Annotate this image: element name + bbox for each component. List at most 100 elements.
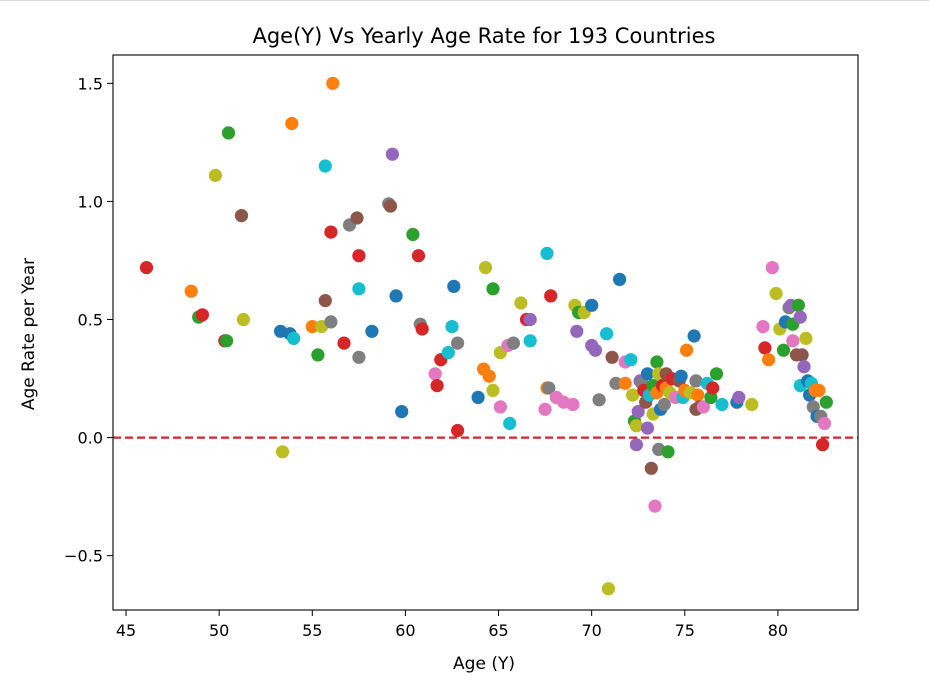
chart-title: Age(Y) Vs Yearly Age Rate for 193 Countr… xyxy=(252,24,715,48)
data-point xyxy=(795,348,809,362)
data-point xyxy=(816,438,830,452)
data-point xyxy=(640,421,655,435)
data-point xyxy=(609,376,623,390)
x-tick-label: 75 xyxy=(675,621,695,640)
data-point xyxy=(629,438,644,452)
data-point xyxy=(791,298,806,312)
data-point xyxy=(395,405,409,419)
data-point xyxy=(797,360,811,374)
data-point xyxy=(566,397,580,412)
data-point xyxy=(624,353,638,367)
x-tick-label: 50 xyxy=(209,621,229,640)
data-point xyxy=(324,225,338,239)
data-point xyxy=(765,261,779,275)
data-point xyxy=(389,289,403,303)
data-point xyxy=(486,383,500,397)
data-point xyxy=(415,322,429,336)
x-tick-label: 55 xyxy=(302,621,322,640)
data-point xyxy=(428,367,442,381)
data-point xyxy=(732,390,746,404)
x-tick-label: 65 xyxy=(488,621,508,640)
data-point xyxy=(311,348,325,362)
data-point xyxy=(618,376,632,390)
data-point xyxy=(585,298,599,312)
y-tick-label: 0.5 xyxy=(78,311,103,330)
data-point xyxy=(631,405,645,419)
y-tick-label: 0.0 xyxy=(78,429,103,448)
data-point xyxy=(799,331,813,345)
x-tick-label: 60 xyxy=(395,621,415,640)
data-point xyxy=(236,312,250,327)
data-point xyxy=(600,327,614,341)
data-point xyxy=(817,416,832,430)
x-axis-label: Age (Y) xyxy=(453,654,515,674)
data-point xyxy=(318,159,332,173)
data-point xyxy=(352,282,366,296)
data-point xyxy=(471,390,485,404)
data-point xyxy=(352,249,366,263)
data-point xyxy=(383,199,398,213)
data-point xyxy=(592,393,606,407)
data-point xyxy=(696,400,711,414)
data-point xyxy=(538,402,552,416)
data-point xyxy=(544,289,558,303)
data-point xyxy=(195,308,209,322)
data-point xyxy=(220,334,234,348)
data-point xyxy=(819,395,833,409)
data-point xyxy=(337,336,351,350)
data-point xyxy=(657,397,671,412)
data-point xyxy=(758,341,772,355)
data-point xyxy=(493,400,507,414)
data-point xyxy=(644,461,658,475)
data-point xyxy=(812,383,826,397)
y-tick-label: 1.5 xyxy=(78,74,103,93)
data-point xyxy=(706,381,720,395)
data-point xyxy=(626,388,640,402)
data-point xyxy=(640,367,655,381)
data-point xyxy=(441,346,455,360)
data-point xyxy=(478,261,493,275)
data-point xyxy=(786,334,800,348)
data-point xyxy=(745,397,759,412)
data-point xyxy=(570,324,584,338)
data-point xyxy=(451,336,465,350)
data-point xyxy=(139,261,154,275)
data-point xyxy=(221,126,236,140)
axes: 45 50 55 60 65 70 75 80 1.5 1.0 0.5 0.0 −0.5 xyxy=(64,54,859,640)
data-point xyxy=(275,445,290,459)
data-point xyxy=(629,419,644,433)
data-point xyxy=(324,315,338,329)
data-point xyxy=(674,369,688,383)
data-point xyxy=(406,227,420,242)
data-point xyxy=(506,336,520,350)
data-point xyxy=(650,355,664,369)
top-border xyxy=(0,0,929,1)
data-point xyxy=(285,116,299,131)
data-point xyxy=(318,294,332,308)
data-point xyxy=(352,350,366,364)
x-tick-label: 45 xyxy=(116,621,136,640)
data-point xyxy=(208,168,222,182)
y-tick-label: 1.0 xyxy=(78,192,103,211)
data-point xyxy=(514,296,528,310)
data-point xyxy=(350,211,364,225)
data-point xyxy=(793,310,807,324)
x-tick-label: 70 xyxy=(581,621,601,640)
data-point xyxy=(234,209,249,223)
data-point xyxy=(365,324,379,338)
data-point xyxy=(385,147,399,161)
data-point xyxy=(691,388,705,402)
data-point xyxy=(715,397,729,412)
data-point xyxy=(648,499,662,513)
data-point xyxy=(540,246,554,260)
data-point xyxy=(523,312,537,327)
data-point xyxy=(769,286,783,301)
data-point xyxy=(445,320,459,334)
data-point xyxy=(411,249,426,263)
data-point xyxy=(613,272,627,286)
data-point xyxy=(430,379,444,393)
data-point xyxy=(542,381,556,395)
y-tick-label: −0.5 xyxy=(64,547,103,566)
data-point xyxy=(326,76,340,90)
